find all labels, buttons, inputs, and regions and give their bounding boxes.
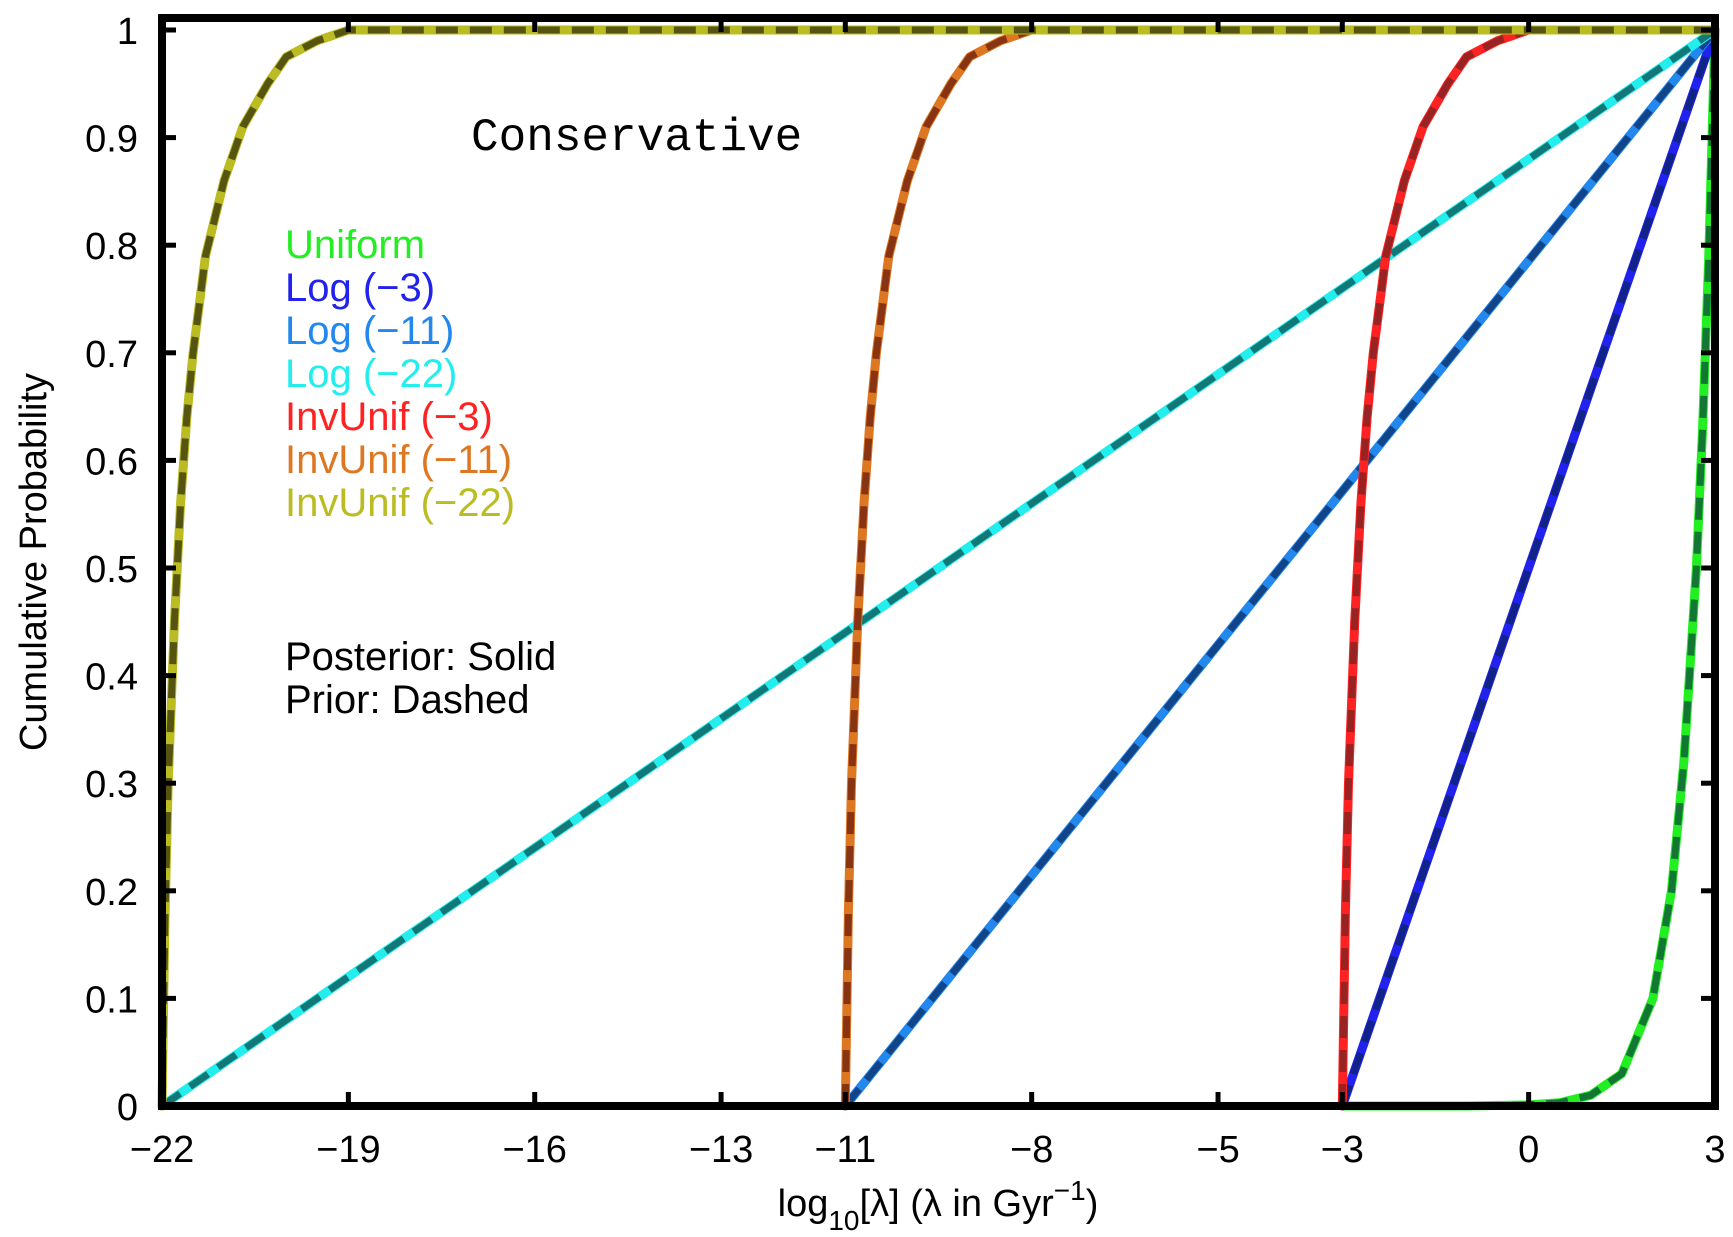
tick-labels-layer: −22 −19 −16 −13 −11 −8 −5 −3 0 3 0 0.1 0.2 0.3 0.4 0.5 0… [85,11,1725,1171]
x-tick-label: −11 [814,1129,876,1171]
legend-entry-log-3: Log (−3) [285,266,435,310]
legend-entry-uniform: Uniform [285,223,425,267]
x-tick-label: −19 [316,1129,380,1171]
y-axis-title: Cumulative Probability [13,373,55,751]
legend-entry-log-22: Log (−22) [285,352,457,396]
x-tick-label: 0 [1518,1129,1539,1171]
y-tick-label: 0.1 [85,979,138,1021]
y-tick-label: 0.5 [85,549,138,591]
x-tick-label: 3 [1704,1129,1725,1171]
note-posterior: Posterior: Solid [285,635,556,679]
series-prior-invunif-3 [1338,26,1715,1107]
series-prior-invunif-22 [158,26,1715,1107]
legend-entry-invunif-3: InvUnif (−3) [285,395,493,439]
legend-entry-invunif-22: InvUnif (−22) [285,481,515,525]
chart-title: Conservative [471,112,802,164]
x-tick-label: −5 [1196,1129,1239,1171]
y-tick-label: 0.4 [85,657,138,699]
x-tick-label: −3 [1321,1129,1364,1171]
y-tick-label: 0.3 [85,764,138,806]
y-tick-label: 0.8 [85,226,138,268]
y-tick-label: 0 [117,1087,138,1129]
plot-frame [158,14,1719,1110]
y-tick-label: 0.7 [85,334,138,376]
curves-layer [157,25,1720,1111]
x-axis-title-middle: [λ] (λ in Gyr [860,1183,1055,1225]
series-prior-log-22 [160,27,1717,1109]
legend-entry-log-11: Log (−11) [285,309,454,353]
y-tick-label: 0.6 [85,441,138,483]
x-axis-title: log10[λ] (λ in Gyr−1) [778,1175,1099,1236]
series-prior-invunif-11 [841,26,1715,1107]
x-tick-label: −8 [1010,1129,1053,1171]
x-axis-title-superscript: −1 [1054,1175,1086,1206]
y-tick-label: 0.2 [85,872,138,914]
x-axis-title-prefix: log [778,1183,829,1225]
y-tick-label: 0.9 [85,119,138,161]
note-prior: Prior: Dashed [285,678,530,722]
series-prior-log-3 [1338,28,1719,1108]
legend-entry-invunif-11: InvUnif (−11) [285,438,512,482]
x-tick-label: −22 [130,1129,194,1171]
series-prior-log-11 [842,27,1718,1109]
x-axis-title-suffix: ) [1086,1183,1099,1225]
x-tick-label: −13 [689,1129,753,1171]
y-tick-label: 1 [117,11,138,53]
x-tick-label: −16 [502,1129,566,1171]
x-axis-title-subscript: 10 [828,1205,859,1236]
